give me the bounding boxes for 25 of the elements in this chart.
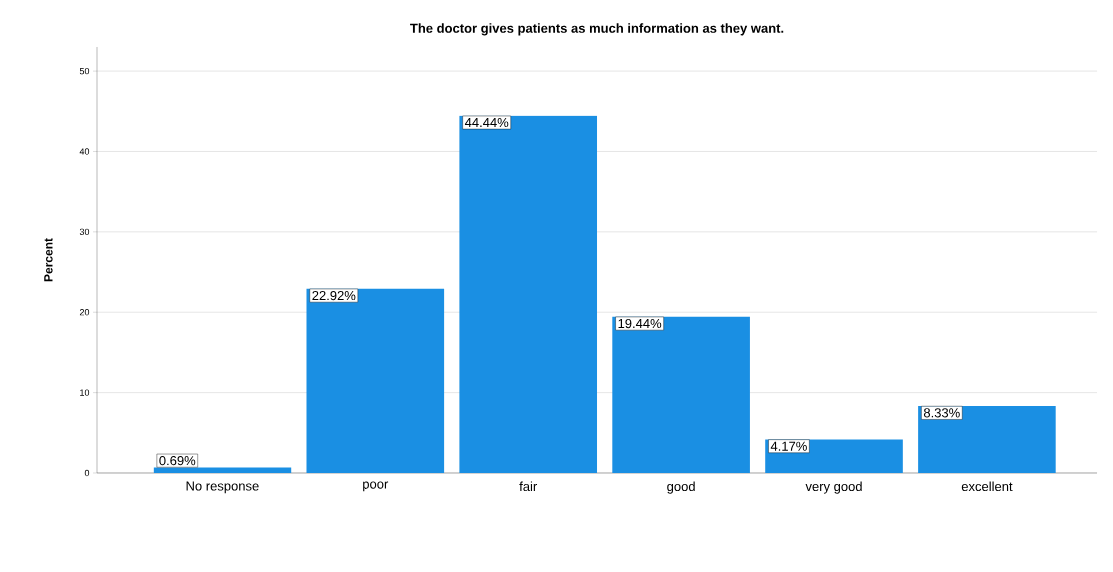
data-label: 22.92% bbox=[312, 290, 356, 301]
y-axis-title: Percent bbox=[44, 238, 53, 282]
x-tick-label: very good bbox=[805, 481, 862, 494]
x-tick-label: poor bbox=[363, 481, 389, 492]
y-tick-label: 40 bbox=[79, 148, 90, 155]
chart-title: The doctor gives patients as much information as they want. bbox=[410, 23, 784, 36]
data-label: 19.44% bbox=[618, 318, 662, 329]
bar bbox=[153, 467, 292, 473]
data-label: 8.33% bbox=[923, 408, 960, 418]
bar bbox=[918, 406, 1056, 473]
y-tick-label: 50 bbox=[79, 67, 90, 75]
x-tick-label: good bbox=[667, 481, 695, 494]
y-tick-label: 0 bbox=[84, 469, 90, 477]
bar bbox=[612, 316, 750, 473]
y-tick-label: 30 bbox=[79, 228, 90, 236]
y-tick-label: 10 bbox=[80, 389, 90, 396]
x-tick-label: excellent bbox=[961, 481, 1013, 492]
bar bbox=[459, 115, 598, 473]
x-tick-label: No response bbox=[186, 481, 259, 494]
data-label: 44.44% bbox=[464, 117, 509, 128]
data-label: 0.69% bbox=[159, 456, 196, 466]
bar bbox=[306, 288, 445, 473]
x-tick-label: fair bbox=[519, 481, 538, 492]
y-tick-label: 20 bbox=[79, 309, 90, 316]
data-label: 4.17% bbox=[770, 441, 807, 451]
